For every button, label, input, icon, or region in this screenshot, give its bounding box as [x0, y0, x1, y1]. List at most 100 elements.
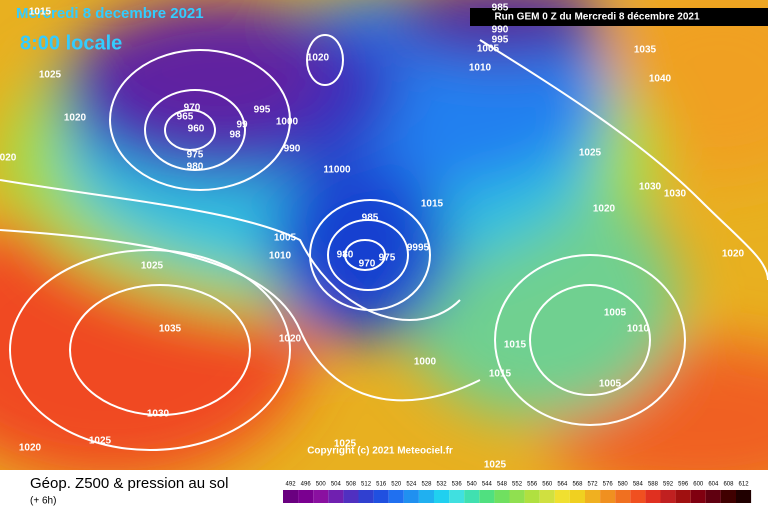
isobar-label: 965: [177, 112, 194, 123]
isobar-labels: 1015102510200201020970965960975980995999…: [0, 3, 745, 471]
footer: Géop. Z500 & pression au sol (+ 6h) 492 4…: [0, 470, 768, 512]
legend-swatch: [418, 490, 434, 503]
legend-label: 612: [739, 482, 750, 488]
isobar-label: 995: [254, 105, 271, 116]
legend-swatch: [600, 490, 616, 503]
legend-swatch: [690, 490, 706, 503]
legend-swatch: [343, 490, 359, 503]
legend-swatch: [645, 490, 661, 503]
isobars: [0, 34, 768, 451]
legend-label: 588: [648, 482, 659, 488]
legend-swatch: [554, 490, 570, 503]
legend-label: 552: [512, 482, 523, 488]
isobar-label: 980: [337, 250, 354, 261]
legend-swatch: [479, 490, 495, 503]
legend-label: 548: [497, 482, 508, 488]
legend-swatch: [358, 490, 374, 503]
legend-label: 540: [467, 482, 478, 488]
legend-swatch: [539, 490, 555, 503]
isobar-label: 1015: [421, 199, 444, 210]
legend-swatch: [388, 490, 404, 503]
legend-label: 608: [723, 482, 734, 488]
isobar-label: 98: [229, 130, 241, 141]
legend-label: 572: [588, 482, 599, 488]
date-label: Mercredi 8 decembre 2021: [16, 5, 204, 22]
isobar-label: 970: [184, 103, 201, 114]
legend-label: 576: [603, 482, 614, 488]
isobar-label: 1025: [334, 439, 357, 450]
legend-swatch: [736, 490, 752, 503]
isobar-label: 1030: [147, 409, 170, 420]
isobar-label: 985: [492, 3, 509, 14]
legend-swatch: [660, 490, 676, 503]
isobar-label: 1000: [276, 117, 299, 128]
legend-label: 508: [346, 482, 357, 488]
footer-lead: (+ 6h): [30, 496, 56, 507]
isobar-label: 975: [379, 253, 396, 264]
isobar-label: 1025: [579, 148, 602, 159]
isobar-label: 1015: [504, 340, 527, 351]
isobar-label: 970: [359, 259, 376, 270]
isobar-label: 1020: [307, 53, 330, 64]
legend-swatch: [449, 490, 465, 503]
legend-label: 528: [421, 482, 432, 488]
isobar-label: 1010: [469, 63, 492, 74]
isobar-label: 1025: [39, 70, 62, 81]
isobar-label: 1025: [89, 436, 112, 447]
isobar-label: 1020: [593, 204, 616, 215]
legend-swatch: [434, 490, 450, 503]
legend-swatch: [313, 490, 329, 503]
isobar-label: 9995: [407, 243, 430, 254]
isobar-label: 1005: [274, 233, 297, 244]
isobar-label: 1020: [279, 334, 302, 345]
legend-swatch: [464, 490, 480, 503]
isobar-label: 1025: [141, 261, 164, 272]
legend-label: 564: [557, 482, 568, 488]
legend-label: 580: [618, 482, 629, 488]
isobar-label: 1040: [649, 74, 672, 85]
isobar-label: 1010: [269, 251, 292, 262]
header-run-box: Run GEM 0 Z du Mercredi 8 décembre 2021: [470, 8, 768, 26]
isobar-label: 1020: [722, 249, 745, 260]
isobar-label: 99: [236, 120, 248, 131]
isobar-label: 1020: [19, 443, 42, 454]
legend-label: 592: [663, 482, 674, 488]
legend-label: 492: [286, 482, 297, 488]
isobar-label: 1010: [627, 324, 650, 335]
isobar-label: 11000: [323, 165, 351, 176]
isobar-label: 1025: [484, 460, 507, 471]
legend-swatch: [298, 490, 314, 503]
legend-swatch: [373, 490, 389, 503]
legend-swatch: [675, 490, 691, 503]
legend-label: 568: [572, 482, 583, 488]
isobar-label: 995: [492, 35, 509, 46]
legend-label: 604: [708, 482, 719, 488]
time-label: 8:00 locale: [20, 32, 122, 54]
legend-swatch: [494, 490, 510, 503]
isobar-label: 1035: [159, 324, 182, 335]
isobar-label: 990: [492, 25, 509, 36]
isobar-label: 990: [284, 144, 301, 155]
isobar-label: 980: [187, 162, 204, 173]
legend-swatch: [509, 490, 525, 503]
legend-swatch: [615, 490, 631, 503]
legend-swatch: [403, 490, 419, 503]
isobar-label: 1000: [414, 357, 437, 368]
legend: 492 496 500 504 508 512 516 520 524 528 532 536 540 5…: [283, 482, 752, 503]
legend-label: 532: [437, 482, 448, 488]
legend-swatch: [524, 490, 540, 503]
legend-label: 512: [361, 482, 372, 488]
isobar-label: 1020: [64, 113, 87, 124]
isobar-label: 1035: [634, 45, 657, 56]
legend-swatch: [569, 490, 585, 503]
isobar-label: 975: [187, 150, 204, 161]
isobar-label: 960: [188, 124, 205, 135]
legend-label: 556: [527, 482, 538, 488]
legend-label: 496: [301, 482, 312, 488]
legend-swatch: [328, 490, 344, 503]
legend-label: 520: [391, 482, 402, 488]
legend-label: 536: [452, 482, 463, 488]
isobar-label: 1005: [477, 44, 500, 55]
legend-label: 500: [316, 482, 327, 488]
